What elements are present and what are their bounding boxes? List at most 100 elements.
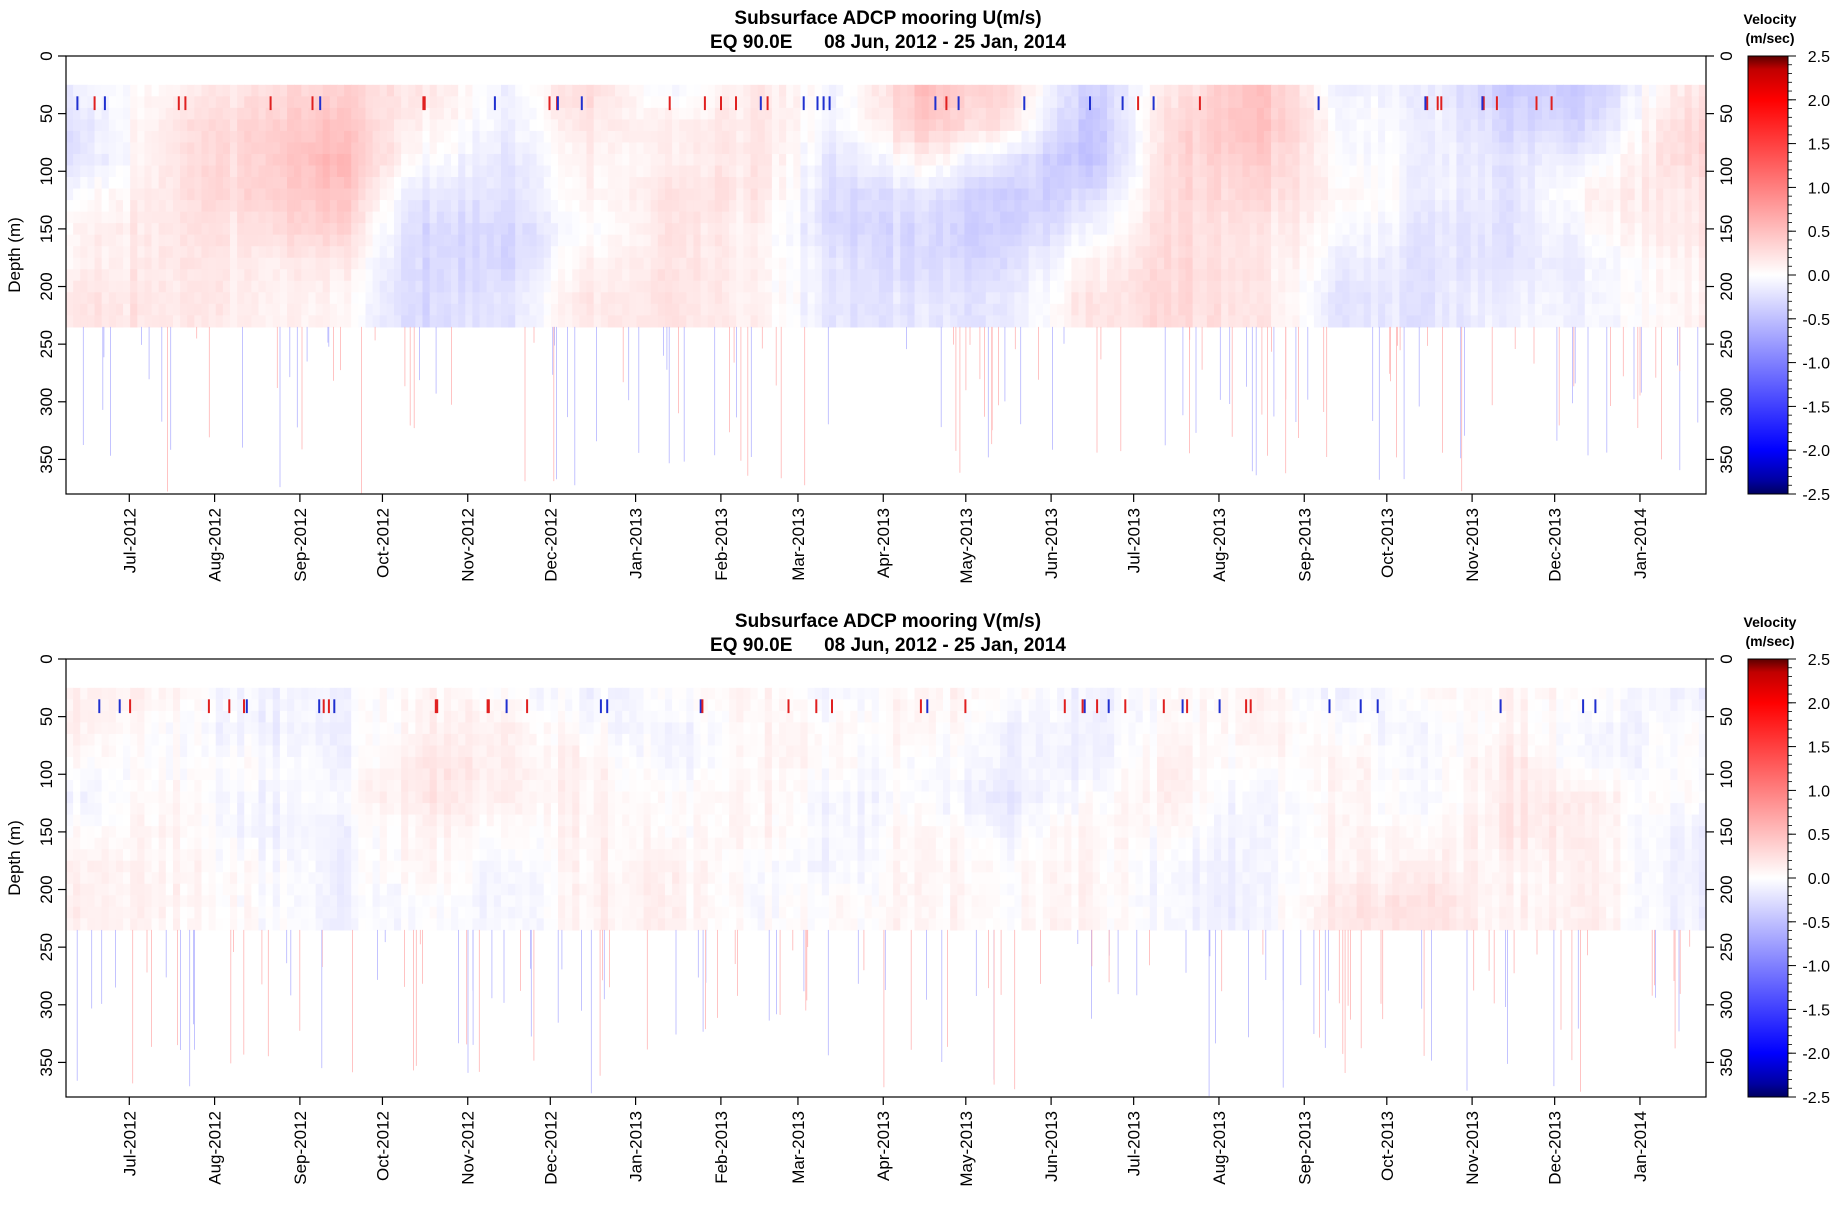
heatmap-cell <box>708 281 716 293</box>
heatmap-cell <box>1599 258 1607 270</box>
heatmap-cell <box>1128 85 1136 97</box>
heatmap-cell <box>301 281 309 293</box>
heatmap-cell <box>551 258 559 270</box>
heatmap-cell <box>1271 315 1279 327</box>
heatmap-cell <box>1292 235 1300 247</box>
heatmap-cell <box>729 131 737 143</box>
heatmap-cell <box>1036 177 1044 189</box>
heatmap-cell <box>1456 119 1464 131</box>
heatmap-cell <box>1428 269 1436 281</box>
heatmap-cell <box>922 246 930 258</box>
heatmap-cell <box>800 223 808 235</box>
heatmap-cell <box>537 96 545 108</box>
heatmap-cell <box>1107 166 1115 178</box>
heatmap-cell <box>708 235 716 247</box>
heatmap-cell <box>1093 119 1101 131</box>
heatmap-cell <box>1235 177 1243 189</box>
heatmap-cell <box>1535 200 1543 212</box>
heatmap-cell <box>1549 304 1557 316</box>
heatmap-cell <box>800 142 808 154</box>
heatmap-cell <box>1178 281 1186 293</box>
heatmap-cell <box>273 235 281 247</box>
heatmap-cell <box>943 281 951 293</box>
heatmap-cell <box>95 119 103 131</box>
heatmap-cell <box>943 200 951 212</box>
heatmap-cell <box>1464 119 1472 131</box>
heatmap-cell <box>1107 258 1115 270</box>
heatmap-cell <box>1271 258 1279 270</box>
heatmap-cell <box>430 304 438 316</box>
heatmap-cell <box>558 177 566 189</box>
heatmap-cell <box>1136 131 1144 143</box>
heatmap-cell <box>415 235 423 247</box>
heatmap-cell <box>1278 235 1286 247</box>
heatmap-cell <box>893 315 901 327</box>
heatmap-cell <box>936 269 944 281</box>
heatmap-cell <box>594 108 602 120</box>
heatmap-cell <box>872 189 880 201</box>
heatmap-cell <box>708 315 716 327</box>
heatmap-cell <box>1321 292 1329 304</box>
heatmap-cell <box>608 189 616 201</box>
heatmap-cell <box>1635 96 1643 108</box>
heatmap-cell <box>1442 212 1450 224</box>
heatmap-cell <box>201 246 209 258</box>
heatmap-cell <box>665 315 673 327</box>
heatmap-cell <box>494 200 502 212</box>
heatmap-cell <box>558 246 566 258</box>
heatmap-cell <box>644 131 652 143</box>
heatmap-cell <box>1071 315 1079 327</box>
heatmap-cell <box>936 246 944 258</box>
heatmap-cell <box>387 154 395 166</box>
heatmap-cell <box>579 85 587 97</box>
heatmap-cell <box>601 96 609 108</box>
heatmap-cell <box>1542 212 1550 224</box>
heatmap-cell <box>1221 212 1229 224</box>
heatmap-cell <box>850 281 858 293</box>
heatmap-cell <box>1385 119 1393 131</box>
heatmap-cell <box>850 200 858 212</box>
heatmap-cell <box>1521 315 1529 327</box>
heatmap-cell <box>1642 292 1650 304</box>
heatmap-cell <box>73 212 81 224</box>
heatmap-cell <box>1421 85 1429 97</box>
heatmap-cell <box>1342 200 1350 212</box>
heatmap-cell <box>1250 269 1258 281</box>
heatmap-cell <box>109 177 117 189</box>
heatmap-cell <box>266 131 274 143</box>
heatmap-cell <box>665 85 673 97</box>
heatmap-cell <box>979 235 987 247</box>
heatmap-cell <box>316 281 324 293</box>
heatmap-cell <box>800 154 808 166</box>
heatmap-cell <box>537 142 545 154</box>
heatmap-cell <box>301 154 309 166</box>
heatmap-cell <box>1079 85 1087 97</box>
heatmap-cell <box>1185 154 1193 166</box>
heatmap-cell <box>365 131 373 143</box>
heatmap-cell <box>900 269 908 281</box>
heatmap-cell <box>1407 108 1415 120</box>
heatmap-cell <box>1328 85 1336 97</box>
heatmap-cell <box>651 246 659 258</box>
heatmap-cell <box>1292 108 1300 120</box>
heatmap-cell <box>1371 142 1379 154</box>
heatmap-cell <box>237 154 245 166</box>
heatmap-cell <box>636 166 644 178</box>
heatmap-cell <box>251 108 259 120</box>
heatmap-cell <box>622 96 630 108</box>
heatmap-cell <box>1528 131 1536 143</box>
heatmap-cell <box>972 96 980 108</box>
heatmap-cell <box>644 269 652 281</box>
heatmap-cell <box>544 131 552 143</box>
heatmap-cell <box>572 315 580 327</box>
heatmap-cell <box>472 131 480 143</box>
heatmap-cell <box>615 292 623 304</box>
heatmap-cell <box>701 154 709 166</box>
heatmap-cell <box>1456 258 1464 270</box>
heatmap-cell <box>1428 108 1436 120</box>
heatmap-cell <box>765 85 773 97</box>
heatmap-cell <box>986 223 994 235</box>
heatmap-cell <box>223 315 231 327</box>
heatmap-cell <box>1414 292 1422 304</box>
heatmap-cell <box>1128 304 1136 316</box>
